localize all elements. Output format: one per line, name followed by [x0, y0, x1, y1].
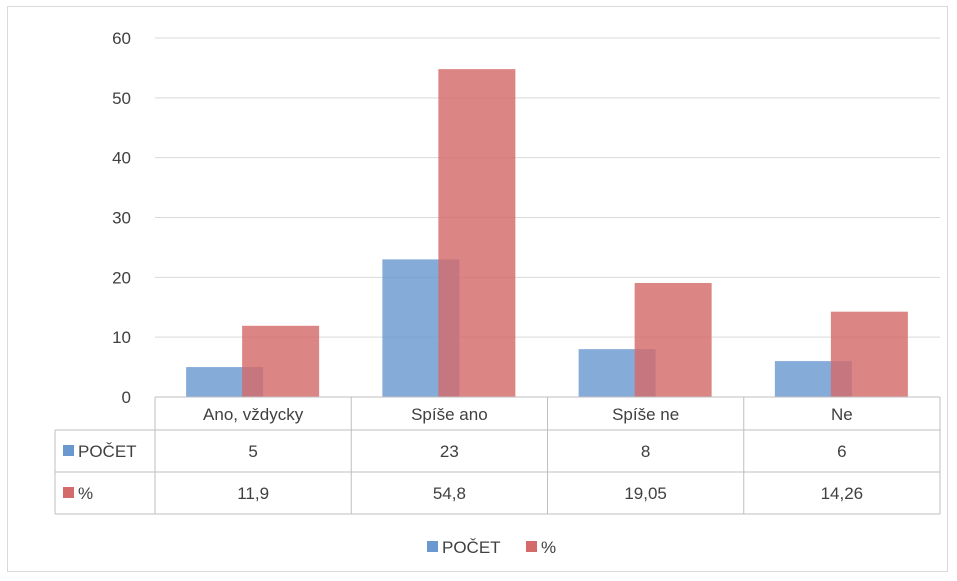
y-tick-label: 0 — [122, 388, 131, 407]
table-legend-key — [63, 487, 74, 498]
data-label: 11,9 — [237, 484, 269, 503]
legend-label: % — [541, 538, 556, 557]
y-tick-label: 60 — [112, 29, 131, 48]
x-category-label: Spíše ne — [612, 405, 679, 424]
x-category-label: Ano, vždycky — [203, 405, 304, 424]
legend-key — [427, 541, 438, 552]
y-axis-ticks: 0 10 20 30 40 50 60 — [112, 29, 131, 407]
gridlines — [155, 37, 940, 338]
y-tick-label: 20 — [112, 268, 131, 287]
legend: POČET% — [427, 538, 556, 557]
data-label: 6 — [837, 442, 846, 461]
bar-percent — [242, 325, 320, 397]
table-series-name: POČET — [78, 442, 137, 461]
bar-percent — [634, 283, 712, 397]
table-series-name: % — [78, 484, 93, 503]
y-tick-label: 40 — [112, 149, 131, 168]
y-tick-label: 10 — [112, 328, 131, 347]
y-tick-label: 30 — [112, 209, 131, 228]
data-label: 8 — [641, 442, 650, 461]
data-table: Ano, vždycky Spíše ano Spíše ne Ne POČET 5 23 8… — [54, 396, 941, 515]
legend-label: POČET — [442, 538, 501, 557]
table-legend-key — [63, 445, 74, 456]
x-category-label: Ne — [831, 405, 853, 424]
data-label: 19,05 — [624, 484, 667, 503]
data-label: 5 — [248, 442, 257, 461]
bar-percent — [830, 311, 908, 397]
legend-key — [526, 541, 537, 552]
bars — [186, 69, 908, 397]
y-tick-label: 50 — [112, 89, 131, 108]
data-label: 14,26 — [821, 484, 864, 503]
data-label: 54,8 — [433, 484, 466, 503]
data-label: 23 — [440, 442, 459, 461]
x-category-label: Spíše ano — [411, 405, 488, 424]
bar-percent — [438, 69, 516, 397]
